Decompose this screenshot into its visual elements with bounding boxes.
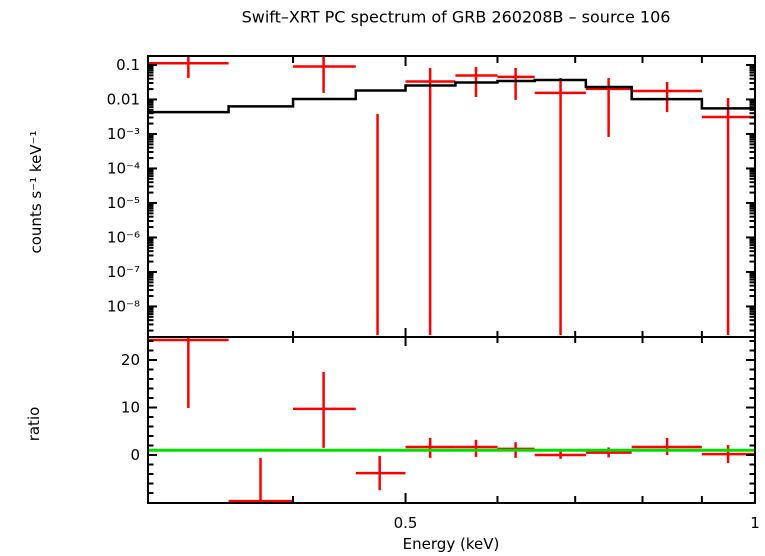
tick-label: 10: [121, 399, 140, 417]
tick-label: 10⁻⁸: [107, 297, 140, 315]
tick-label: 20: [121, 351, 140, 369]
ratio-data-points: [148, 338, 755, 503]
tick-label: 10⁻³: [107, 125, 140, 143]
tick-label: 10⁻⁵: [107, 194, 140, 212]
axes: [147, 55, 756, 504]
y-axis-label-spectrum: counts s⁻¹ keV⁻¹: [27, 130, 45, 254]
x-axis-label: Energy (keV): [402, 535, 500, 553]
tick-label: 0.1: [116, 56, 140, 74]
model-step-line: [148, 78, 755, 114]
spectrum-data-points: [148, 57, 755, 335]
chart-title: Swift–XRT PC spectrum of GRB 260208B – s…: [241, 7, 671, 27]
tick-label: 0.5: [394, 514, 418, 532]
tick-label: 10⁻⁴: [107, 159, 140, 177]
y-axis-label-ratio: ratio: [25, 406, 43, 442]
tick-label: 1: [750, 514, 760, 532]
tick-label: 10⁻⁷: [107, 263, 140, 281]
tick-label: 0: [130, 446, 140, 464]
tick-label: 0.01: [107, 90, 140, 108]
tick-labels: 0.1 0.01 10⁻³ 10⁻⁴ 10⁻⁵ 10⁻⁶ 10⁻⁷ 10⁻⁸ 0 10 20 0.5 1: [107, 56, 760, 532]
tick-label: 10⁻⁶: [107, 228, 140, 246]
